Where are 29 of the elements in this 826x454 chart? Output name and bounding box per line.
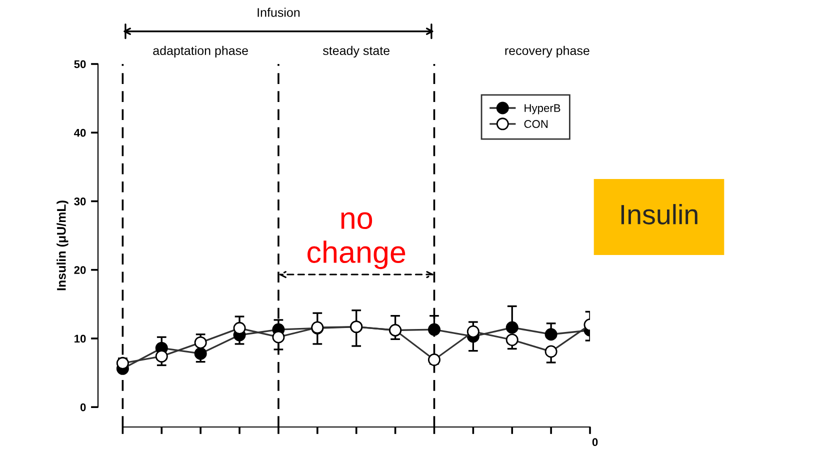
point (194, 347, 207, 360)
legend-label: HyperB (524, 104, 560, 114)
y-tick-label: 30 (74, 198, 86, 206)
text: Insulin (621, 204, 698, 224)
text: recovery phase (505, 46, 590, 58)
point (544, 345, 558, 358)
text: steady state (322, 46, 390, 58)
text: 0 (592, 438, 598, 446)
point (194, 336, 207, 349)
y-tick-label: 20 (74, 266, 86, 274)
point (506, 321, 518, 334)
y-tick-label: 50 (74, 60, 86, 68)
y-tick-label: 10 (74, 334, 86, 343)
point (544, 328, 558, 341)
text: adaptation phase (153, 46, 248, 58)
point (116, 356, 129, 370)
point (428, 354, 440, 366)
point (428, 323, 440, 336)
annotation: no change (308, 212, 406, 270)
point (272, 330, 285, 344)
y-tick-label: 40 (74, 128, 86, 137)
point (466, 325, 480, 338)
legend-label: CON (524, 120, 548, 128)
text: Infusion (258, 8, 300, 17)
y-tick-label: 0 (80, 403, 86, 412)
point (506, 334, 518, 346)
point (233, 322, 246, 334)
y-axis-title: Insulin (μU/mL) (56, 200, 68, 290)
point (155, 350, 168, 363)
